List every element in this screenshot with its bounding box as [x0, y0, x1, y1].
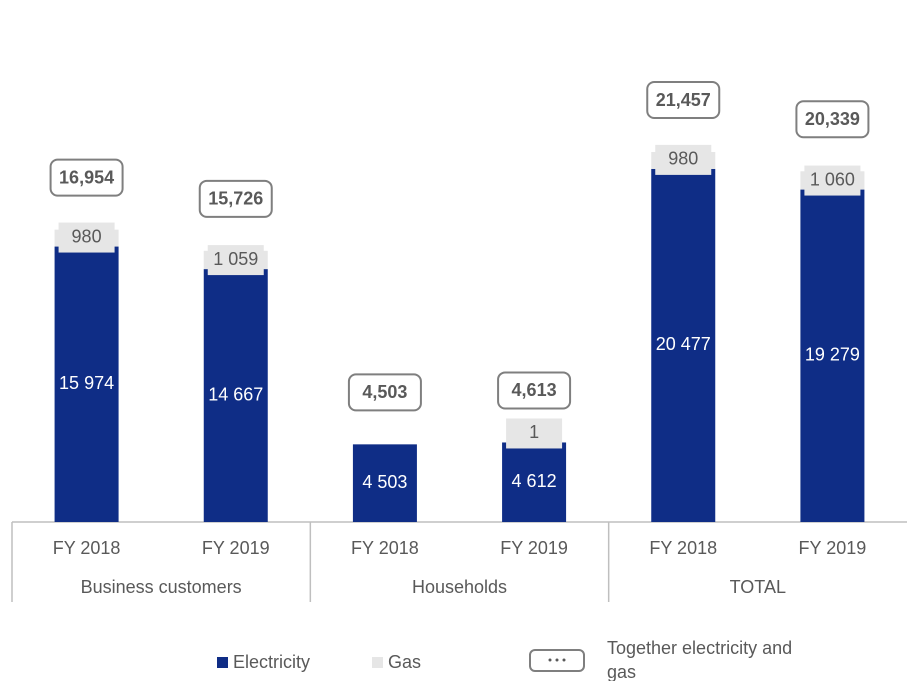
- value-label: 980: [668, 149, 698, 169]
- bar-electricity: [502, 442, 567, 522]
- legend-swatch: [372, 657, 383, 668]
- group-label: Business customers: [81, 577, 242, 597]
- x-tick-label: FY 2018: [351, 538, 419, 558]
- value-label: 4 612: [512, 471, 557, 491]
- value-label: 4 503: [362, 472, 407, 492]
- legend: Electricity Gas Together electricity and…: [0, 636, 907, 681]
- value-label-bg: [506, 418, 563, 449]
- bar-electricity: [352, 444, 417, 522]
- value-label: 1 059: [213, 249, 258, 269]
- total-label: 15,726: [208, 189, 263, 209]
- value-label: 980: [72, 226, 102, 246]
- bar-electricity: [651, 168, 716, 522]
- value-label: 15 974: [59, 373, 114, 393]
- total-box: [497, 371, 572, 410]
- total-label: 16,954: [59, 167, 114, 187]
- total-box: [795, 100, 870, 139]
- chart: Business customers Households TOTAL 15 974 9…: [11, 81, 907, 602]
- legend-swatch: [217, 657, 228, 668]
- value-label-bg: [655, 144, 712, 175]
- x-tick-label: FY 2019: [500, 538, 568, 558]
- group-label: Households: [412, 577, 507, 597]
- value-label-bg: [804, 165, 861, 196]
- bar-electricity: [203, 269, 268, 522]
- legend-label: Gas: [388, 652, 422, 672]
- legend-item: Gas: [372, 652, 421, 673]
- total-box: [347, 373, 422, 412]
- total-box: [198, 179, 273, 218]
- total-label: 4,613: [512, 380, 557, 400]
- value-label: 20 477: [656, 334, 711, 354]
- total-box: [646, 81, 721, 119]
- x-tick-label: FY 2018: [649, 538, 717, 558]
- value-label: 1: [529, 422, 539, 442]
- bar-electricity: [54, 246, 119, 522]
- total-box: [49, 158, 124, 197]
- legend-label: Electricity: [233, 652, 311, 672]
- x-tick-label: FY 2018: [53, 538, 121, 558]
- value-label: 14 667: [208, 384, 263, 404]
- value-label-bg: [207, 245, 264, 276]
- bar-electricity: [800, 189, 865, 522]
- x-tick-label: FY 2019: [799, 538, 867, 558]
- legend-label: Together electricity and gas: [607, 638, 793, 681]
- total-label: 21,457: [656, 90, 711, 110]
- total-label: 20,339: [805, 109, 860, 129]
- value-label-bg: [58, 222, 115, 253]
- x-tick-label: FY 2019: [202, 538, 270, 558]
- value-label: 1 060: [810, 169, 855, 189]
- legend-icon: [529, 649, 585, 672]
- legend-item: Electricity: [217, 652, 310, 673]
- value-label: 19 279: [805, 345, 860, 365]
- group-label: TOTAL: [730, 577, 786, 597]
- total-label: 4,503: [362, 382, 407, 402]
